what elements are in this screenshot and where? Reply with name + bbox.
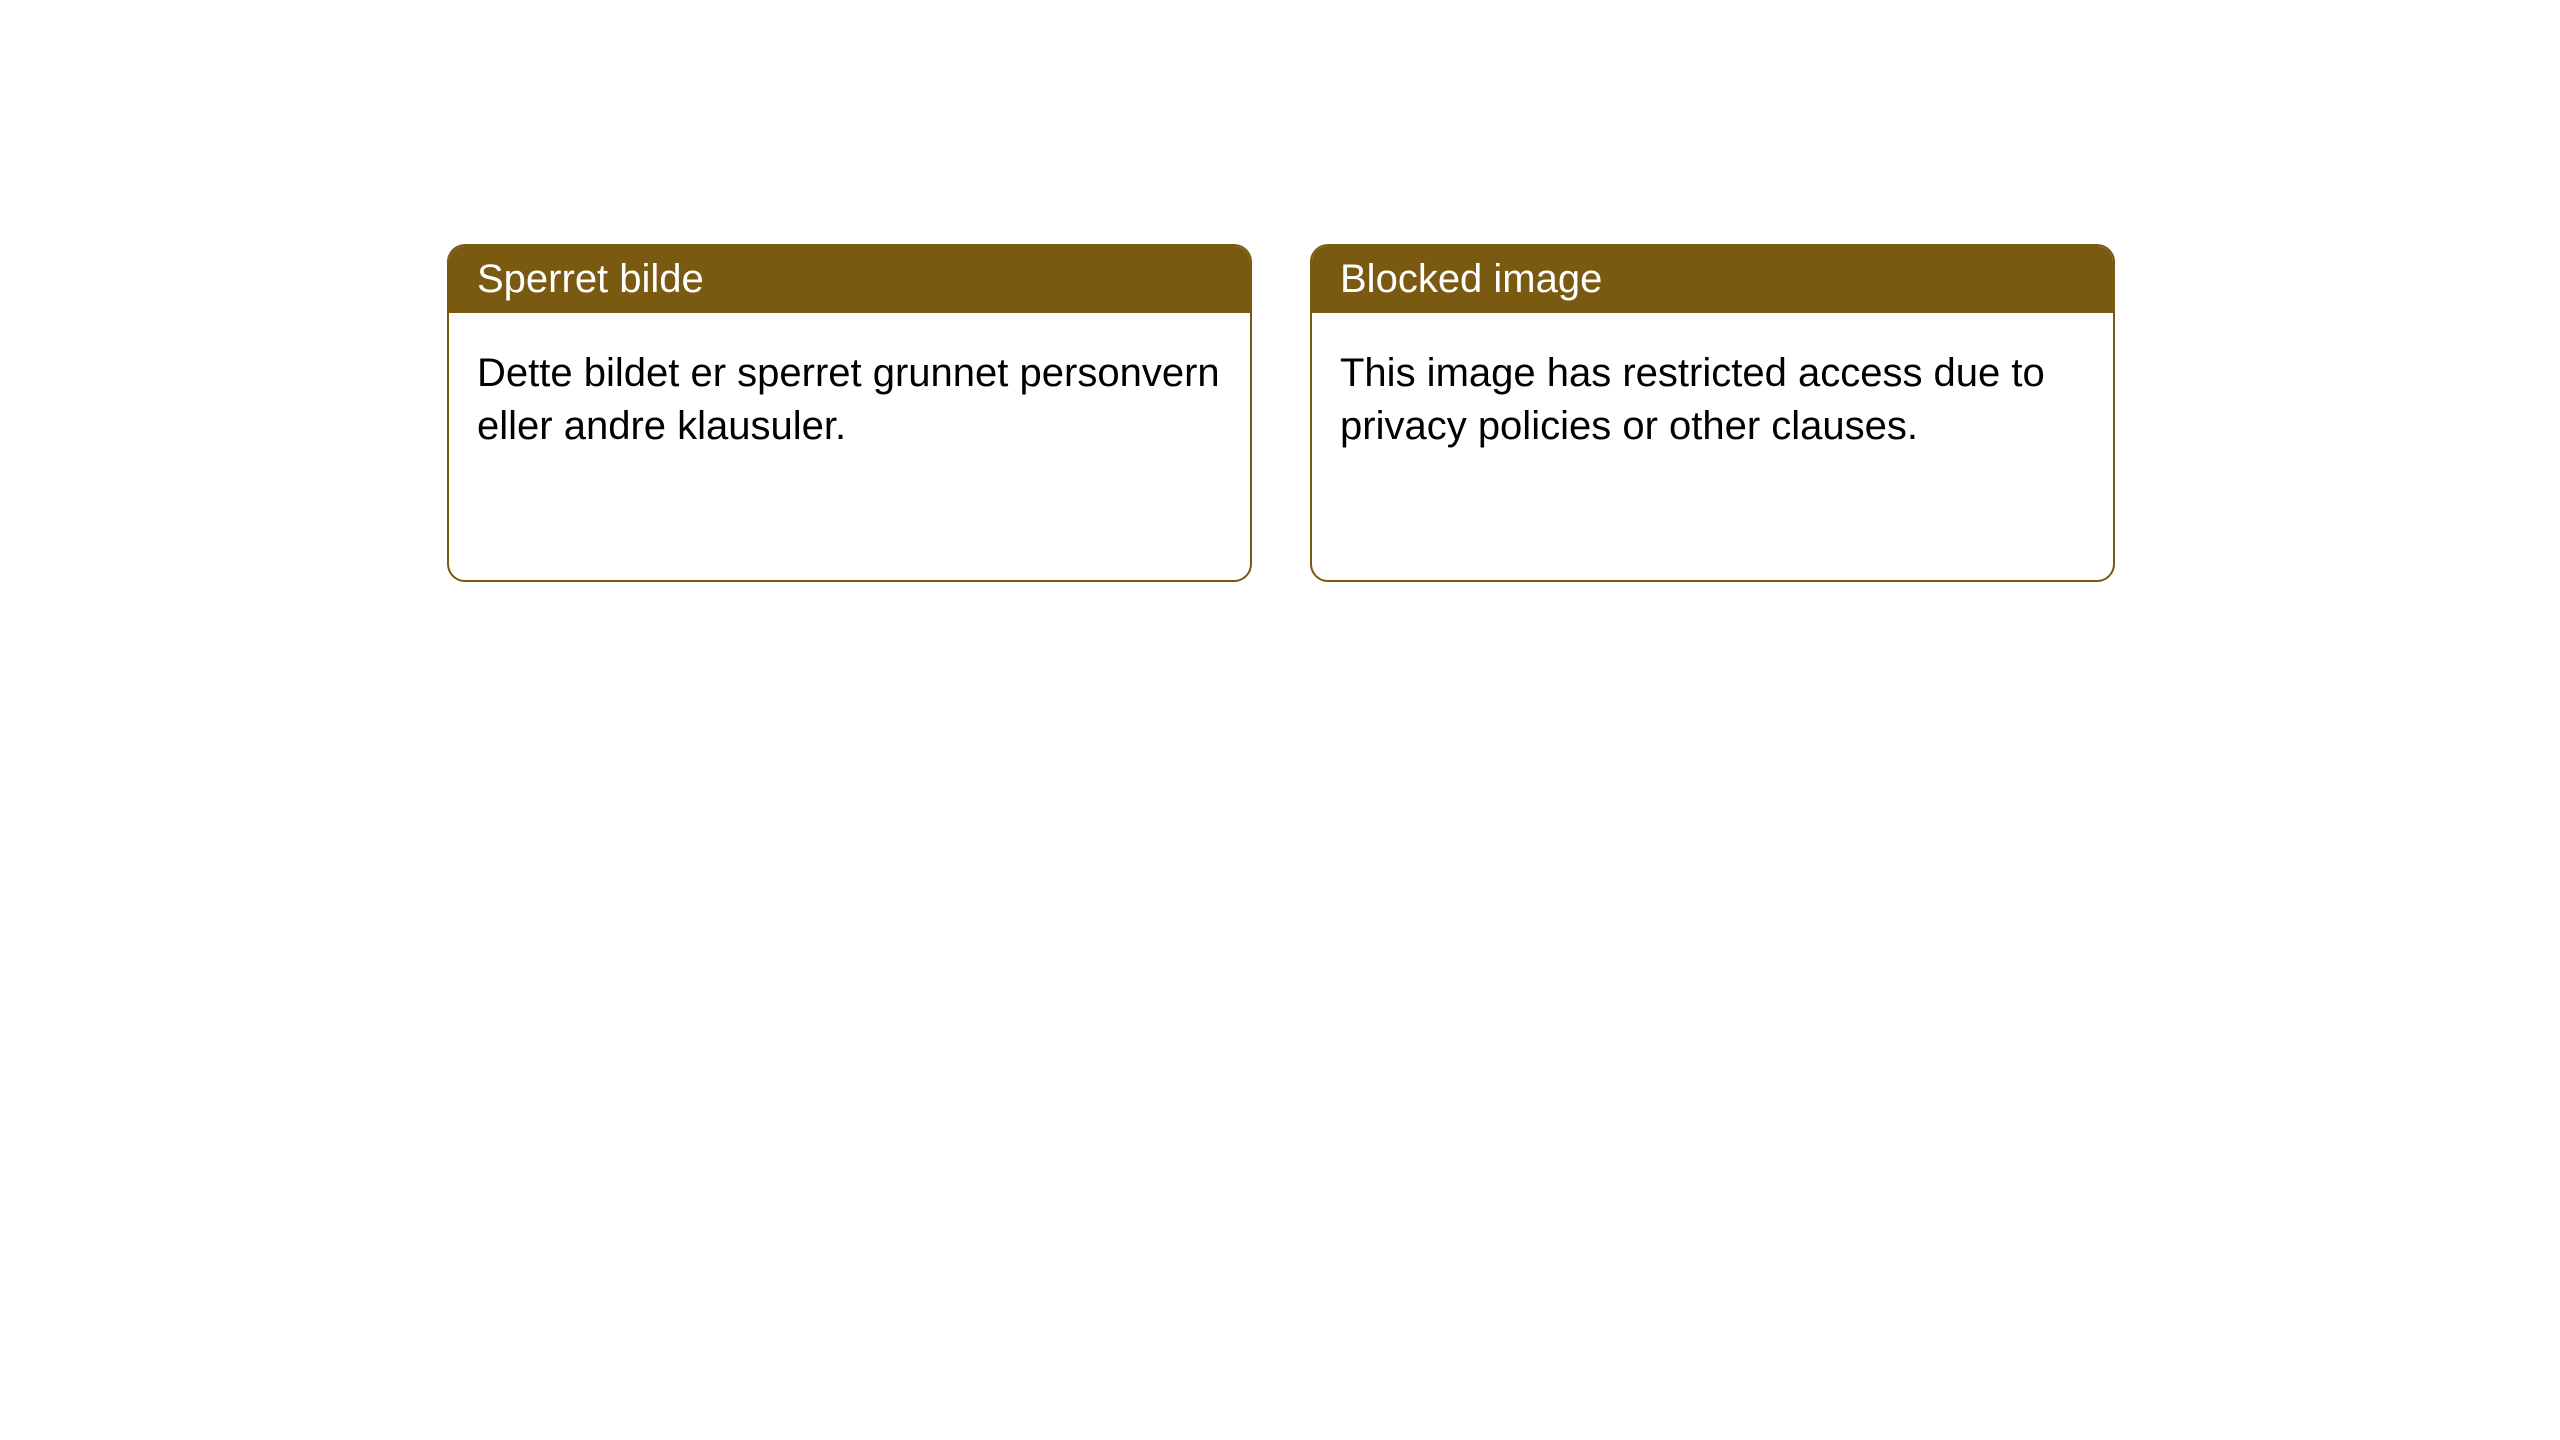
card-body: Dette bildet er sperret grunnet personve…: [449, 313, 1250, 487]
card-body: This image has restricted access due to …: [1312, 313, 2113, 487]
card-body-text: This image has restricted access due to …: [1340, 351, 2045, 448]
card-body-text: Dette bildet er sperret grunnet personve…: [477, 351, 1220, 448]
notice-card-english: Blocked image This image has restricted …: [1310, 244, 2115, 582]
card-title: Blocked image: [1340, 257, 1602, 301]
card-header: Blocked image: [1312, 246, 2113, 313]
card-header: Sperret bilde: [449, 246, 1250, 313]
notice-card-norwegian: Sperret bilde Dette bildet er sperret gr…: [447, 244, 1252, 582]
notice-container: Sperret bilde Dette bildet er sperret gr…: [0, 0, 2560, 582]
card-title: Sperret bilde: [477, 257, 704, 301]
